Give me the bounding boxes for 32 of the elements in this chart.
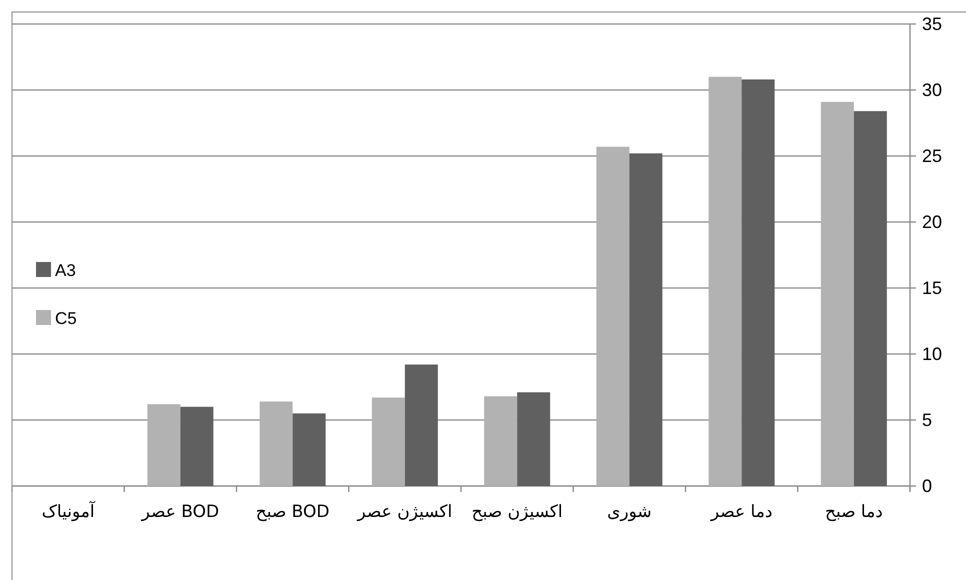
y-tick-label: 10: [922, 344, 942, 364]
bar: [404, 364, 438, 486]
y-tick-label: 30: [922, 80, 942, 100]
legend-label: C5: [55, 309, 77, 328]
bar: [596, 146, 630, 486]
bar: [742, 79, 775, 486]
legend-label: A3: [55, 261, 76, 280]
y-tick-label: 20: [922, 212, 942, 232]
bar: [260, 402, 293, 486]
x-tick-label: دما صبح: [824, 502, 883, 522]
bar: [629, 153, 662, 486]
bar: [484, 396, 518, 486]
x-tick-label: دما عصر: [710, 502, 772, 522]
y-tick-label: 35: [922, 14, 942, 34]
y-tick-label: 0: [922, 476, 932, 496]
bar: [147, 404, 180, 486]
x-tick-label: اکسیژن صبح: [472, 502, 563, 522]
bar: [708, 76, 742, 486]
bar: [372, 398, 405, 486]
x-tick-label: آمونیاک: [42, 501, 96, 522]
bar: [820, 102, 854, 486]
bar: [517, 392, 550, 486]
bar: [854, 111, 887, 486]
x-tick-label: BOD صبح: [256, 502, 330, 522]
bar: [180, 406, 214, 486]
x-tick-label: BOD عصر: [140, 502, 220, 522]
y-tick-label: 15: [922, 278, 942, 298]
y-tick-label: 5: [922, 410, 932, 430]
x-tick-label: اکسیژن عصر: [356, 502, 452, 522]
bar: [292, 413, 326, 486]
x-tick-label: شوری: [607, 502, 652, 522]
y-tick-label: 25: [922, 146, 942, 166]
